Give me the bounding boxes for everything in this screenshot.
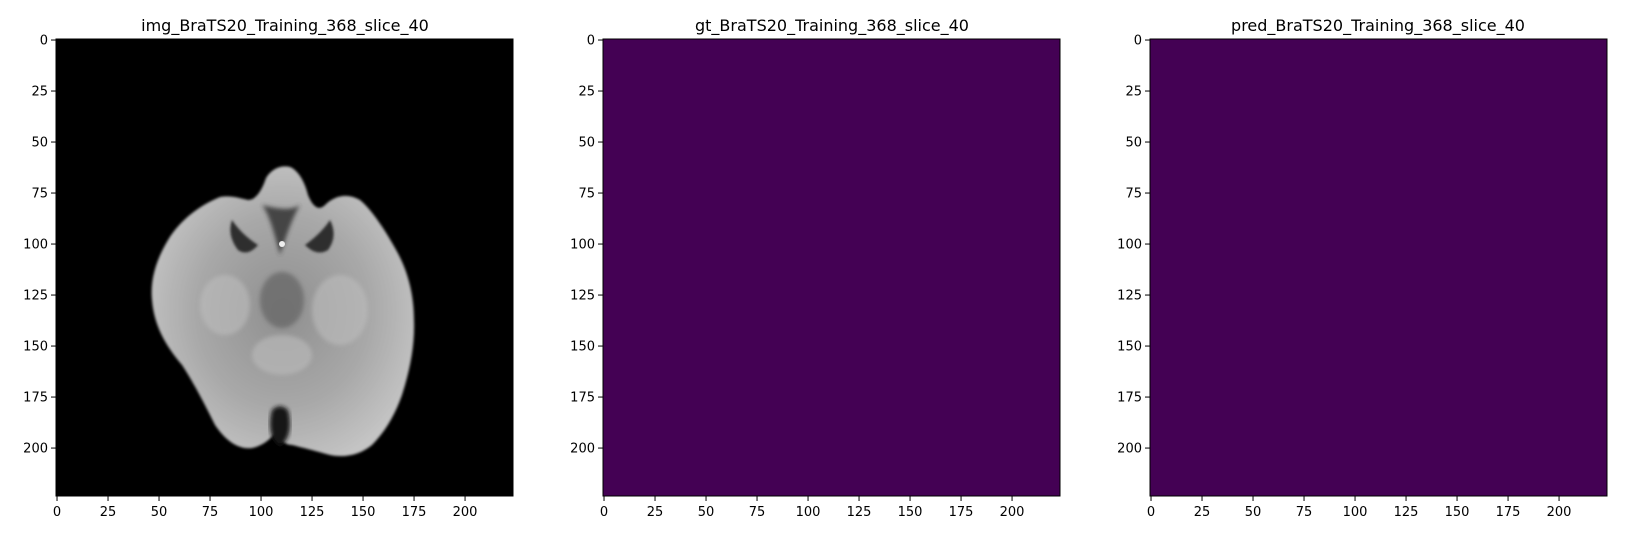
y-tick-label-image: 175 [23, 391, 48, 406]
x-tick-label-ground-truth: 200 [1000, 505, 1025, 520]
y-tick-label-prediction: 175 [1117, 391, 1142, 406]
y-tick-label-ground-truth: 0 [587, 34, 595, 49]
axes-frame-prediction [1149, 38, 1608, 497]
y-tick-label-prediction: 100 [1117, 238, 1142, 253]
x-tick-label-image: 75 [202, 505, 219, 520]
x-tick-label-ground-truth: 150 [898, 505, 923, 520]
x-tick-label-ground-truth: 175 [949, 505, 974, 520]
x-tick-label-prediction: 25 [1194, 505, 1211, 520]
x-tick-label-prediction: 175 [1496, 505, 1521, 520]
x-tick-label-prediction: 50 [1245, 505, 1262, 520]
x-tick-label-ground-truth: 125 [847, 505, 872, 520]
panel-image: img_BraTS20_Training_368_slice_40 0 25 50 7… [23, 16, 514, 520]
brain-mri-slice [151, 166, 415, 457]
x-tick-label-ground-truth: 50 [698, 505, 715, 520]
x-tick-label-ground-truth: 0 [600, 505, 608, 520]
x-tick-label-ground-truth: 100 [796, 505, 821, 520]
x-tick-label-prediction: 0 [1147, 505, 1155, 520]
y-tick-label-ground-truth: 125 [570, 289, 595, 304]
y-tick-label-image: 200 [23, 442, 48, 457]
y-tick-label-ground-truth: 100 [570, 238, 595, 253]
y-tick-label-ground-truth: 75 [578, 187, 595, 202]
y-tick-label-ground-truth: 200 [570, 442, 595, 457]
x-tick-label-prediction: 125 [1394, 505, 1419, 520]
ground-truth-mask [603, 39, 1060, 496]
y-tick-label-image: 25 [31, 85, 48, 100]
y-tick-label-prediction: 125 [1117, 289, 1142, 304]
y-tick-label-image: 100 [23, 238, 48, 253]
y-tick-label-image: 0 [40, 34, 48, 49]
panel-title-image: img_BraTS20_Training_368_slice_40 [141, 16, 429, 36]
y-tick-label-image: 50 [31, 136, 48, 151]
y-tick-label-image: 75 [31, 187, 48, 202]
x-tick-label-prediction: 100 [1343, 505, 1368, 520]
x-tick-label-image: 200 [453, 505, 478, 520]
x-tick-label-image: 150 [351, 505, 376, 520]
x-tick-label-prediction: 200 [1547, 505, 1572, 520]
y-tick-label-ground-truth: 25 [578, 85, 595, 100]
x-tick-label-image: 0 [53, 505, 61, 520]
y-tick-label-ground-truth: 50 [578, 136, 595, 151]
y-tick-label-image: 150 [23, 340, 48, 355]
panel-prediction: pred_BraTS20_Training_368_slice_40 0 25 50… [1117, 16, 1608, 520]
x-tick-label-image: 25 [100, 505, 117, 520]
x-tick-label-image: 100 [249, 505, 274, 520]
y-tick-label-ground-truth: 150 [570, 340, 595, 355]
x-tick-label-ground-truth: 75 [749, 505, 766, 520]
y-tick-label-prediction: 25 [1125, 85, 1142, 100]
prediction-mask [1150, 39, 1607, 496]
x-tick-label-ground-truth: 25 [647, 505, 664, 520]
y-tick-label-prediction: 0 [1134, 34, 1142, 49]
panel-title-prediction: pred_BraTS20_Training_368_slice_40 [1231, 16, 1525, 36]
x-tick-label-prediction: 150 [1445, 505, 1470, 520]
y-tick-label-ground-truth: 175 [570, 391, 595, 406]
y-tick-label-prediction: 75 [1125, 187, 1142, 202]
y-tick-label-image: 125 [23, 289, 48, 304]
x-tick-label-prediction: 75 [1296, 505, 1313, 520]
y-tick-label-prediction: 200 [1117, 442, 1142, 457]
panel-ground-truth: gt_BraTS20_Training_368_slice_40 0 25 50 75… [570, 16, 1061, 520]
x-tick-label-image: 125 [300, 505, 325, 520]
y-tick-label-prediction: 50 [1125, 136, 1142, 151]
x-tick-label-image: 50 [151, 505, 168, 520]
axes-frame-ground-truth [602, 38, 1061, 497]
axes-frame-image [55, 38, 514, 497]
x-tick-label-image: 175 [402, 505, 427, 520]
panel-title-ground-truth: gt_BraTS20_Training_368_slice_40 [695, 16, 969, 36]
y-tick-label-prediction: 150 [1117, 340, 1142, 355]
